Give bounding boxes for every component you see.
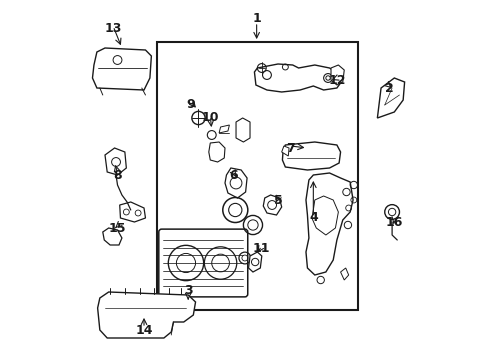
Text: 11: 11 (252, 242, 270, 255)
Polygon shape (120, 202, 145, 222)
Text: 1: 1 (252, 12, 261, 24)
Polygon shape (219, 125, 229, 133)
Polygon shape (92, 48, 151, 90)
Polygon shape (305, 173, 352, 275)
Polygon shape (263, 195, 281, 215)
Text: 13: 13 (104, 22, 122, 35)
Text: 9: 9 (186, 98, 195, 111)
Polygon shape (281, 146, 288, 156)
Text: 4: 4 (308, 211, 317, 225)
Polygon shape (98, 292, 195, 338)
Text: 14: 14 (135, 324, 152, 337)
Polygon shape (224, 168, 246, 198)
Polygon shape (311, 196, 338, 235)
Polygon shape (208, 142, 224, 162)
Text: 3: 3 (183, 284, 192, 297)
Bar (156, 42, 357, 310)
Text: 2: 2 (384, 81, 393, 94)
Text: 12: 12 (327, 73, 345, 86)
Polygon shape (377, 78, 404, 118)
Polygon shape (330, 65, 344, 85)
Text: 8: 8 (113, 168, 122, 181)
Text: 15: 15 (108, 221, 126, 234)
Text: 10: 10 (201, 112, 219, 125)
Polygon shape (340, 268, 348, 280)
Text: 5: 5 (273, 194, 282, 207)
Polygon shape (282, 142, 340, 170)
Polygon shape (254, 64, 341, 92)
Polygon shape (102, 228, 122, 245)
Polygon shape (248, 252, 261, 272)
Text: 7: 7 (285, 141, 294, 154)
Text: 6: 6 (229, 168, 238, 181)
Text: 16: 16 (385, 216, 402, 229)
Polygon shape (105, 148, 126, 175)
Polygon shape (236, 118, 249, 142)
